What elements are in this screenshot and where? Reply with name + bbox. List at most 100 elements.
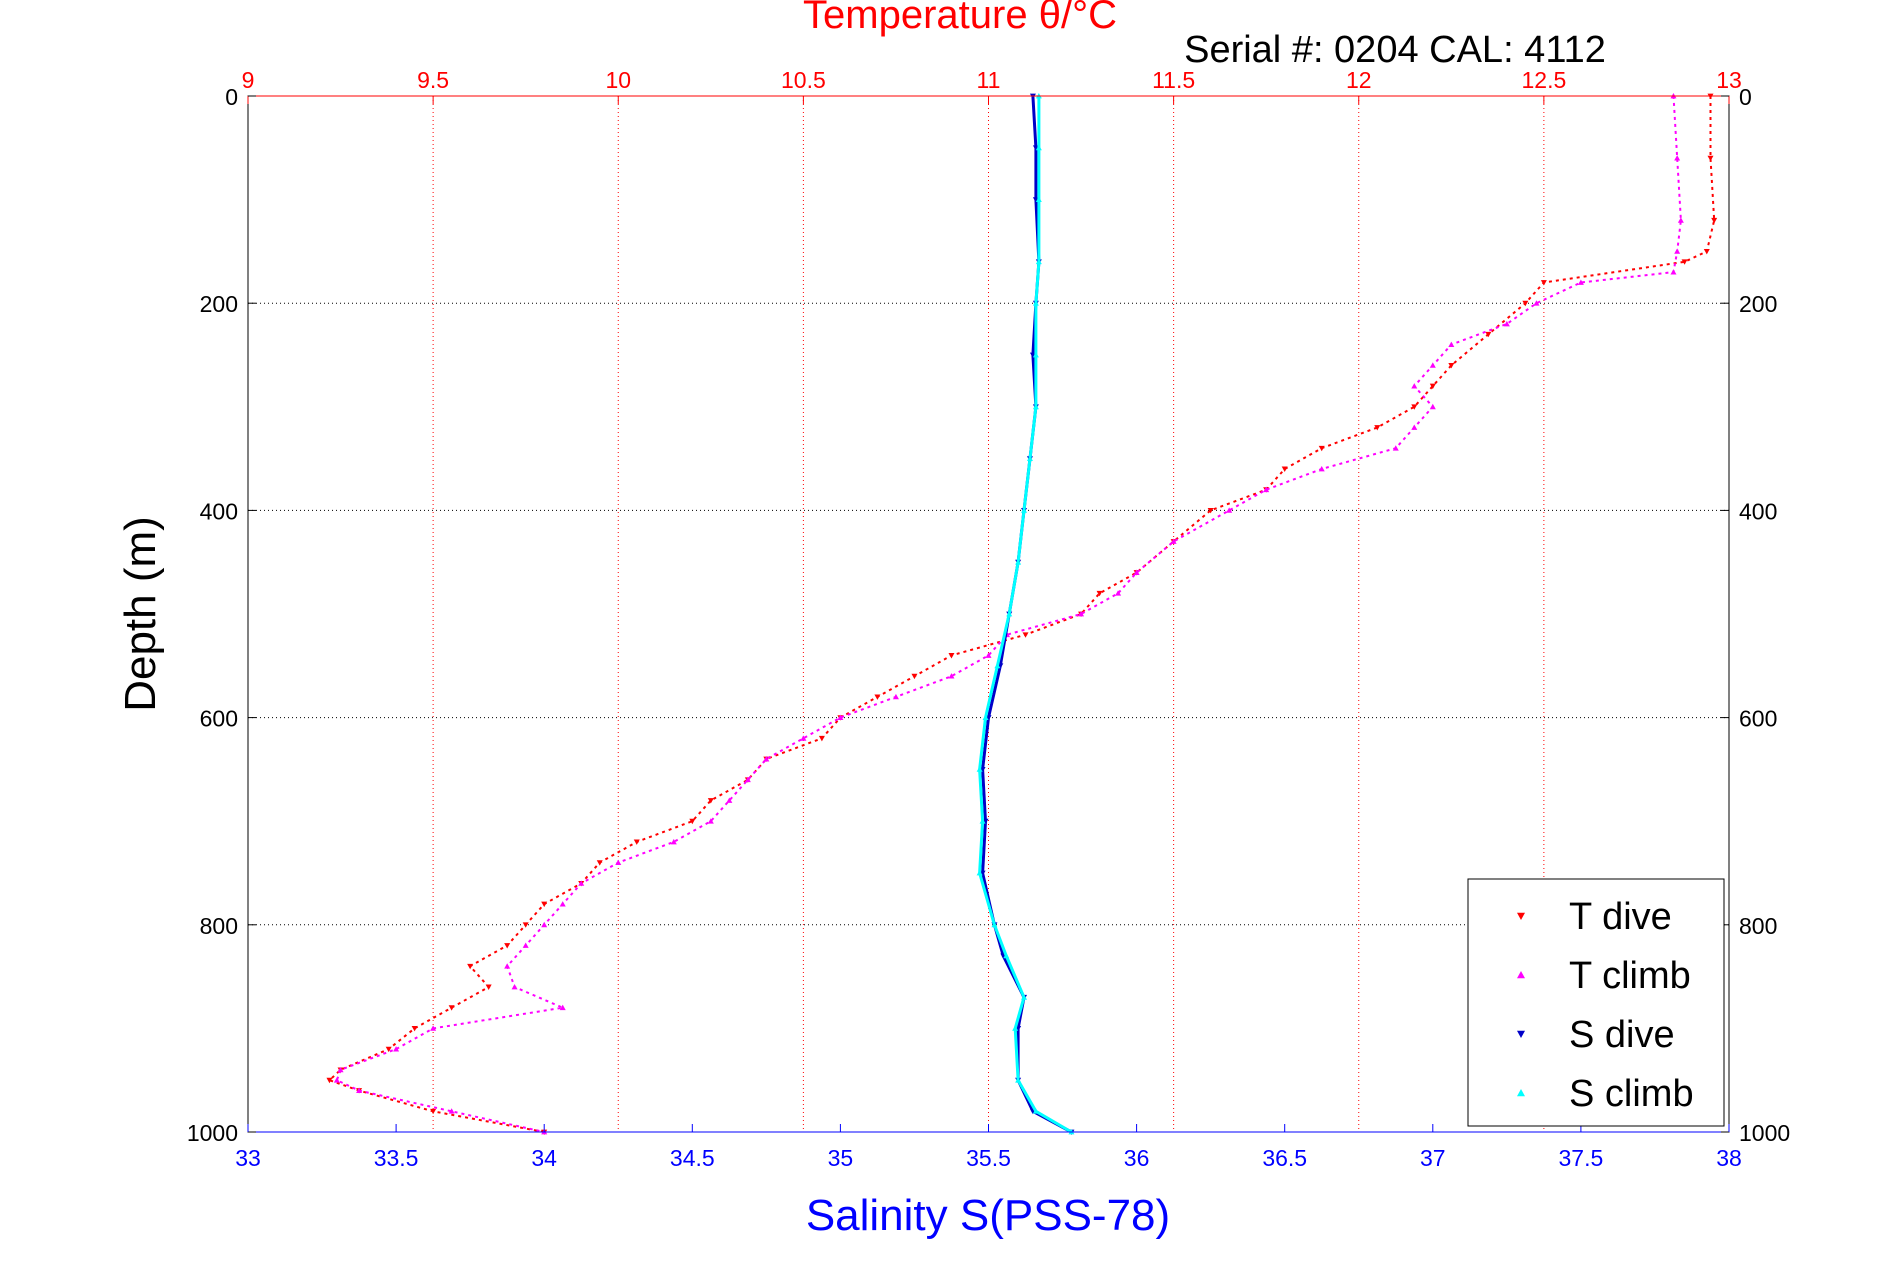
data-point — [1012, 1025, 1019, 1031]
data-point — [1032, 300, 1039, 306]
temperature-tick-label: 10.5 — [781, 67, 826, 93]
data-point — [633, 839, 640, 845]
data-point — [707, 798, 714, 804]
depth-tick-label-left: 600 — [200, 706, 238, 732]
data-point — [1170, 538, 1177, 544]
legend-label: T climb — [1569, 955, 1691, 997]
data-point — [948, 653, 955, 659]
series-trace-line — [335, 95, 1682, 1133]
data-point — [356, 1087, 363, 1093]
data-point — [1707, 155, 1714, 162]
temperature-tick-label: 11 — [977, 67, 1001, 93]
chart-title: Temperature θ/°C — [803, 0, 1117, 37]
data-point — [1022, 632, 1029, 638]
depth-tick-label-right: 400 — [1739, 498, 1777, 524]
series-trace-line — [327, 96, 1716, 1133]
salinity-tick-label: 35.5 — [966, 1145, 1011, 1171]
data-point — [1318, 445, 1325, 452]
data-point — [1115, 590, 1122, 596]
data-point — [385, 1046, 392, 1053]
data-point — [707, 818, 714, 824]
data-point — [411, 1026, 418, 1032]
data-point — [818, 735, 825, 742]
data-point — [1448, 362, 1455, 369]
data-point — [1078, 611, 1085, 617]
data-point — [1681, 259, 1688, 265]
data-point — [994, 662, 1001, 669]
y-axis-label: Depth (m) — [116, 516, 165, 712]
salinity-tick-label: 34 — [531, 1145, 557, 1171]
data-point — [979, 818, 986, 824]
data-point — [991, 921, 998, 928]
salinity-tick-label: 34.5 — [670, 1145, 715, 1171]
data-point — [448, 1108, 455, 1114]
data-point — [948, 673, 955, 679]
temperature-tick-label: 12 — [1346, 67, 1372, 93]
data-point — [744, 776, 751, 783]
data-point — [892, 693, 899, 700]
data-point — [1021, 507, 1028, 513]
data-point — [559, 901, 566, 907]
temperature-tick-label: 10 — [605, 67, 631, 93]
data-point — [689, 818, 696, 825]
depth-tick-label-left: 1000 — [187, 1120, 238, 1146]
depth-tick-label-left: 400 — [200, 498, 238, 524]
salinity-tick-label: 36 — [1124, 1145, 1150, 1171]
data-point — [541, 921, 548, 928]
salinity-tick-label: 37.5 — [1559, 1145, 1604, 1171]
data-point — [874, 694, 881, 700]
depth-tick-label-right: 600 — [1739, 706, 1777, 732]
temperature-tick-label: 9 — [242, 67, 255, 93]
data-point — [1485, 331, 1492, 338]
data-point — [504, 943, 511, 949]
temperature-tick-label: 13 — [1716, 67, 1742, 93]
legend-label: S climb — [1569, 1073, 1694, 1115]
series-t-climb — [333, 93, 1684, 1135]
data-point — [559, 1004, 566, 1011]
temperature-tick-label: 12.5 — [1521, 67, 1566, 93]
data-point — [800, 735, 807, 741]
data-point — [1096, 590, 1103, 597]
legend-box — [1467, 878, 1725, 1127]
legend-label: S dive — [1569, 1014, 1675, 1056]
data-series — [326, 93, 1718, 1135]
data-point — [1032, 197, 1039, 203]
salinity-tick-label: 38 — [1716, 1145, 1742, 1171]
data-point — [1318, 465, 1325, 472]
data-point — [1522, 300, 1529, 307]
legend: T dive T climb S dive S climb — [1467, 878, 1725, 1127]
data-point — [1207, 508, 1214, 514]
data-point — [596, 860, 603, 866]
temperature-tick-label: 9.5 — [417, 67, 449, 93]
salinity-tick-label: 33 — [235, 1145, 261, 1171]
data-point — [976, 766, 983, 772]
data-point — [448, 1005, 455, 1011]
depth-tick-label-right: 1000 — [1739, 1120, 1790, 1146]
data-point — [467, 963, 474, 970]
data-point — [1677, 217, 1684, 223]
data-point — [1533, 300, 1540, 306]
depth-tick-label-right: 800 — [1739, 913, 1777, 939]
data-point — [1003, 952, 1010, 959]
data-point — [485, 984, 492, 990]
data-point — [430, 1108, 437, 1115]
legend-marker — [1517, 1089, 1525, 1097]
data-point — [1703, 249, 1710, 255]
data-point — [1670, 269, 1677, 275]
x-axis-label: Salinity S(PSS-78) — [806, 1191, 1170, 1240]
legend-label: T dive — [1569, 896, 1672, 938]
data-point — [337, 1066, 344, 1073]
data-point — [1263, 486, 1270, 493]
data-point — [1035, 258, 1042, 265]
data-point — [1021, 994, 1028, 1000]
data-point — [504, 963, 511, 969]
temperature-tick-label: 11.5 — [1152, 67, 1195, 93]
data-point — [1035, 144, 1042, 151]
data-point — [1448, 341, 1455, 348]
depth-tick-label-left: 800 — [200, 913, 238, 939]
data-point — [1674, 248, 1681, 254]
data-point — [1006, 611, 1013, 617]
data-point — [976, 870, 983, 876]
